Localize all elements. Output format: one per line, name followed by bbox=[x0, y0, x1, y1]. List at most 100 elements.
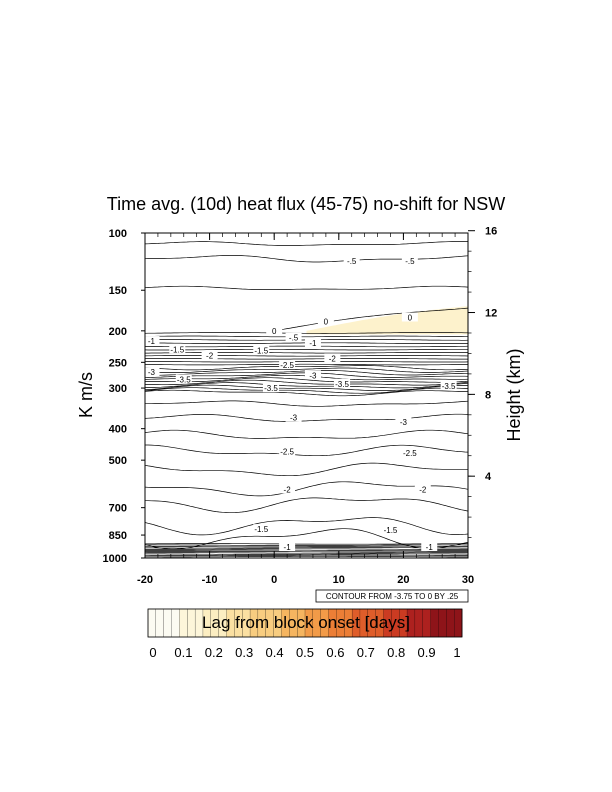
contour-label-bg bbox=[201, 350, 218, 360]
colorbar-tick-label: 0.1 bbox=[174, 645, 192, 660]
contour-label-bg bbox=[334, 378, 351, 388]
contour-label: -2 bbox=[329, 354, 337, 363]
contour-label-bg bbox=[317, 316, 334, 326]
y-tick-label: 1000 bbox=[103, 553, 127, 565]
contour-line bbox=[145, 555, 468, 558]
contour-label: -.5 bbox=[405, 257, 415, 266]
contour-label: -1.5 bbox=[254, 525, 268, 534]
colorbar-tick-label: 0.9 bbox=[418, 645, 436, 660]
contour-line bbox=[144, 462, 468, 477]
contour-line bbox=[145, 545, 468, 548]
colorbar-box bbox=[179, 608, 188, 638]
contour-label-bg bbox=[395, 417, 412, 427]
contour-label: -.5 bbox=[289, 334, 299, 343]
contour-label-bg bbox=[401, 256, 418, 266]
colorbar-box bbox=[438, 608, 447, 638]
contour-line bbox=[144, 384, 468, 391]
contour-label-bg bbox=[279, 446, 296, 456]
colorbar-box bbox=[155, 608, 165, 638]
contour-label-bg bbox=[304, 370, 321, 380]
contour-label: -3 bbox=[148, 368, 156, 377]
colorbar-tick-label: 0.8 bbox=[387, 645, 405, 660]
contour-label: -1 bbox=[148, 337, 156, 346]
colorbar-box bbox=[171, 608, 180, 638]
contour-line bbox=[145, 554, 469, 557]
contour-label: -1.5 bbox=[170, 345, 184, 354]
contour-label-bg bbox=[304, 337, 321, 347]
contour-line bbox=[145, 363, 468, 366]
contour-label: -1.5 bbox=[384, 526, 398, 535]
contour-label: -1.5 bbox=[254, 347, 268, 356]
contour-line bbox=[145, 497, 469, 514]
contour-label: -3.5 bbox=[177, 375, 191, 384]
contour-label-bg bbox=[175, 374, 192, 384]
contour-label-bg bbox=[253, 524, 270, 534]
colorbar-tick-label: 0.4 bbox=[266, 645, 284, 660]
y-tick-label: 700 bbox=[109, 503, 127, 515]
contour-line bbox=[145, 553, 469, 555]
contour-label: -1 bbox=[309, 339, 317, 348]
contour-label-bg bbox=[324, 353, 341, 363]
contour-line bbox=[144, 517, 469, 536]
y-tick-label: 150 bbox=[109, 285, 127, 297]
contour-line bbox=[274, 307, 469, 332]
contour-line bbox=[145, 352, 469, 354]
contour-label-bg bbox=[262, 383, 279, 393]
y-tick-label: 200 bbox=[109, 326, 127, 338]
contour-labels: -.5 -.5 0 0 0 -.5 -1 -1 -1.5 -1.5 -2 -2 -2.5 -3 -3 -3.5… bbox=[143, 256, 457, 552]
contour-label-bg bbox=[143, 336, 160, 346]
y-axis-label: K m/s bbox=[76, 372, 96, 418]
contour-label: -2.5 bbox=[403, 449, 417, 458]
x-tick-label: 0 bbox=[271, 574, 277, 586]
colorbar-tick-label: 0 bbox=[149, 645, 156, 660]
plot-frame bbox=[144, 232, 469, 559]
colorbar-box bbox=[446, 608, 455, 638]
colorbar-box bbox=[422, 608, 431, 638]
contour-label: -1 bbox=[426, 543, 434, 552]
contour-label-bg bbox=[382, 524, 399, 534]
axis-ticks: -20 -10 0 10 20 30100150200250300400500700850… bbox=[103, 226, 498, 586]
contour-label-bg bbox=[285, 412, 302, 422]
contour-line bbox=[145, 543, 468, 545]
contour-label-bg bbox=[143, 367, 160, 377]
colorbar-tick-label: 0.2 bbox=[205, 645, 223, 660]
contour-label-bg bbox=[421, 541, 438, 551]
contour-label-bg bbox=[169, 344, 186, 354]
contour-line bbox=[144, 355, 469, 357]
colorbar-title: Lag from block onset [days] bbox=[202, 613, 410, 632]
contour-label-bg bbox=[279, 360, 296, 370]
contour-label-bg bbox=[266, 325, 283, 335]
contour-line bbox=[144, 241, 468, 246]
contour-label: -.5 bbox=[347, 257, 357, 266]
shade-fill bbox=[306, 306, 468, 335]
contour-line bbox=[144, 332, 468, 334]
contour-info-text: CONTOUR FROM -3.75 TO 0 BY .25 bbox=[326, 592, 459, 601]
contour-line bbox=[144, 365, 469, 371]
contour-line bbox=[145, 548, 468, 550]
contour-label: -3.5 bbox=[264, 384, 278, 393]
contour-label: -2 bbox=[284, 485, 292, 494]
contour-label: 0 bbox=[324, 317, 329, 326]
colorbar-box bbox=[163, 608, 172, 638]
contour-label: -2.5 bbox=[280, 361, 294, 370]
y-right-tick-label: 12 bbox=[485, 308, 497, 320]
x-tick-label: -20 bbox=[137, 574, 153, 586]
y-tick-label: 500 bbox=[109, 455, 127, 467]
y-tick-label: 850 bbox=[109, 530, 127, 542]
x-tick-label: 20 bbox=[397, 574, 409, 586]
x-tick-label: 10 bbox=[333, 574, 345, 586]
contour-line bbox=[145, 377, 469, 383]
contour-info-box bbox=[315, 589, 469, 603]
contour-line bbox=[144, 285, 469, 290]
shaded-region bbox=[306, 306, 468, 335]
contour-line bbox=[144, 335, 468, 338]
contour-label: -3.5 bbox=[335, 380, 349, 389]
colorbar-box bbox=[454, 608, 463, 638]
colorbar-tick-label: 0.6 bbox=[326, 645, 344, 660]
contour-label: -2 bbox=[419, 485, 427, 494]
chart-title: Time avg. (10d) heat flux (45-75) no-shi… bbox=[107, 194, 505, 214]
colorbar-tick-label: 0.5 bbox=[296, 645, 314, 660]
contour-line bbox=[145, 361, 469, 363]
y-tick-label: 300 bbox=[109, 383, 127, 395]
